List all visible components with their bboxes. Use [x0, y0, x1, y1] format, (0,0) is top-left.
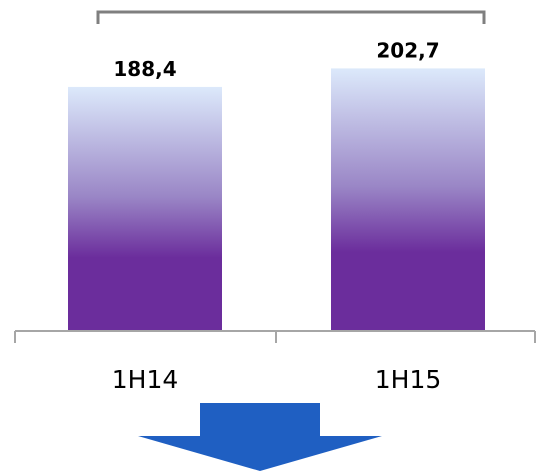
down-arrow-icon [138, 403, 382, 471]
x-tick-label-1h15: 1H15 [375, 365, 442, 394]
data-label-1h15: 202,7 [376, 38, 439, 62]
data-label-1h14: 188,4 [113, 57, 176, 81]
bar-1h15 [331, 68, 485, 331]
x-tick-label-1h14: 1H14 [112, 365, 179, 394]
bar-1h14 [68, 86, 222, 331]
comparison-bracket [96, 10, 486, 24]
